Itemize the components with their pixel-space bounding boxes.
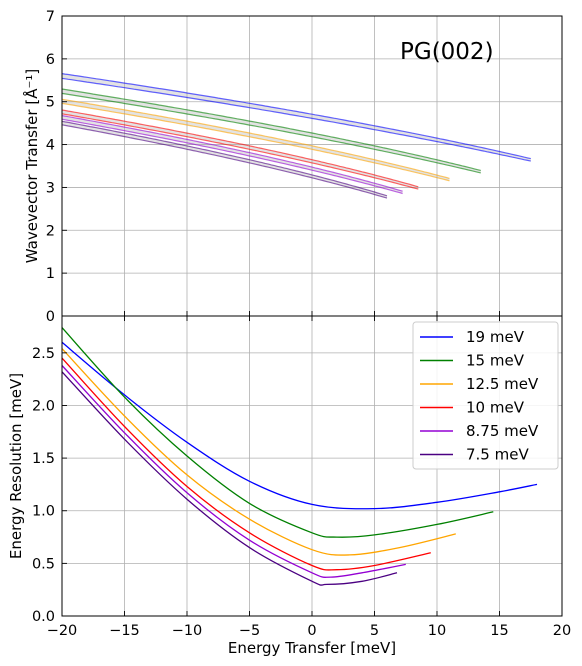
resolution-line-10-meV bbox=[61, 357, 431, 571]
lower-q-line-15 bbox=[61, 92, 481, 174]
top-y-tick-label: 4 bbox=[46, 138, 55, 154]
x-axis-label: Energy Transfer [meV] bbox=[228, 639, 396, 657]
bottom-y-axis-label: Energy Resolution [meV] bbox=[7, 373, 25, 559]
top-y-tick-label: 5 bbox=[46, 95, 55, 111]
coverage-region-19 bbox=[62, 73, 531, 162]
resolution-line-7.5-meV bbox=[61, 371, 398, 586]
bottom-y-tick-label: 2.0 bbox=[32, 398, 55, 414]
bottom-y-tick-label: 2.5 bbox=[32, 346, 55, 362]
upper-q-line-19 bbox=[61, 73, 531, 160]
lower-q-line-12.5 bbox=[61, 102, 450, 182]
x-tick-label: −10 bbox=[172, 623, 203, 639]
top-ticks: 0 1 2 3 4 5 6 7 bbox=[46, 9, 563, 325]
legend-label: 15 meV bbox=[466, 352, 525, 370]
resolution-line-8.75-meV bbox=[61, 365, 406, 579]
bottom-y-tick-label: 1.5 bbox=[32, 451, 55, 467]
bottom-y-tick-label: 1.0 bbox=[32, 504, 55, 520]
top-y-tick-label: 3 bbox=[46, 180, 55, 196]
upper-q-line-7.5 bbox=[61, 120, 388, 197]
top-coverage-fills bbox=[62, 73, 531, 199]
legend-box bbox=[412, 321, 559, 470]
legend: 19 meV 15 meV 12.5 meV 10 meV 8.75 meV 7.5 me… bbox=[412, 321, 559, 470]
top-series-lines bbox=[61, 73, 531, 199]
upper-q-line-10 bbox=[61, 109, 419, 188]
top-y-tick-label: 6 bbox=[46, 52, 55, 68]
resolution-line-19-meV bbox=[61, 341, 538, 510]
x-tick-label: 20 bbox=[553, 623, 571, 639]
upper-q-line-12.5 bbox=[61, 98, 450, 179]
top-y-tick-label: 7 bbox=[46, 9, 55, 25]
legend-label: 19 meV bbox=[466, 328, 525, 346]
resolution-line-12.5-meV bbox=[61, 348, 456, 556]
top-y-tick-label: 2 bbox=[46, 223, 55, 239]
bottom-y-tick-label: 0.5 bbox=[32, 556, 55, 572]
lower-q-line-8.75 bbox=[61, 118, 403, 195]
x-tick-label: −20 bbox=[47, 623, 78, 639]
coverage-region-12.5 bbox=[62, 99, 450, 181]
bottom-series-lines bbox=[61, 327, 538, 586]
top-y-tick-label: 1 bbox=[46, 266, 55, 282]
x-tick-label: 5 bbox=[370, 623, 379, 639]
legend-label: 12.5 meV bbox=[466, 375, 539, 393]
resolution-line-15-meV bbox=[61, 327, 494, 538]
top-annotation: PG(002) bbox=[400, 39, 494, 65]
x-tick-label: 10 bbox=[428, 623, 446, 639]
top-y-axis-label: Wavevector Transfer [Å⁻¹] bbox=[22, 69, 41, 264]
upper-q-line-15 bbox=[61, 88, 481, 171]
lower-q-line-19 bbox=[61, 77, 531, 162]
x-tick-label: −5 bbox=[239, 623, 260, 639]
bottom-ticks: −20 −15 −10 −5 0 5 10 15 20 0.0 0.5 1.0 1.5 2.0 2.5 bbox=[32, 316, 571, 639]
x-tick-label: 15 bbox=[490, 623, 508, 639]
legend-label: 8.75 meV bbox=[466, 422, 539, 440]
legend-label: 7.5 meV bbox=[466, 446, 529, 464]
lower-q-line-10 bbox=[61, 113, 419, 190]
coverage-region-8.75 bbox=[62, 115, 403, 194]
top-y-tick-label: 0 bbox=[46, 309, 55, 325]
top-panel: 0 1 2 3 4 5 6 7 PG(002) Wavevector Transfer [Å⁻… bbox=[22, 9, 563, 325]
bottom-y-tick-label: 0.0 bbox=[32, 609, 55, 625]
x-tick-label: −15 bbox=[109, 623, 140, 639]
lower-q-line-7.5 bbox=[61, 124, 388, 199]
legend-label: 10 meV bbox=[466, 399, 525, 417]
x-tick-label: 0 bbox=[307, 623, 316, 639]
upper-q-line-8.75 bbox=[61, 115, 403, 192]
coverage-region-7.5 bbox=[62, 121, 387, 199]
bottom-panel: −20 −15 −10 −5 0 5 10 15 20 0.0 0.5 1.0 1.5 2.0 2.5 En… bbox=[7, 315, 571, 657]
